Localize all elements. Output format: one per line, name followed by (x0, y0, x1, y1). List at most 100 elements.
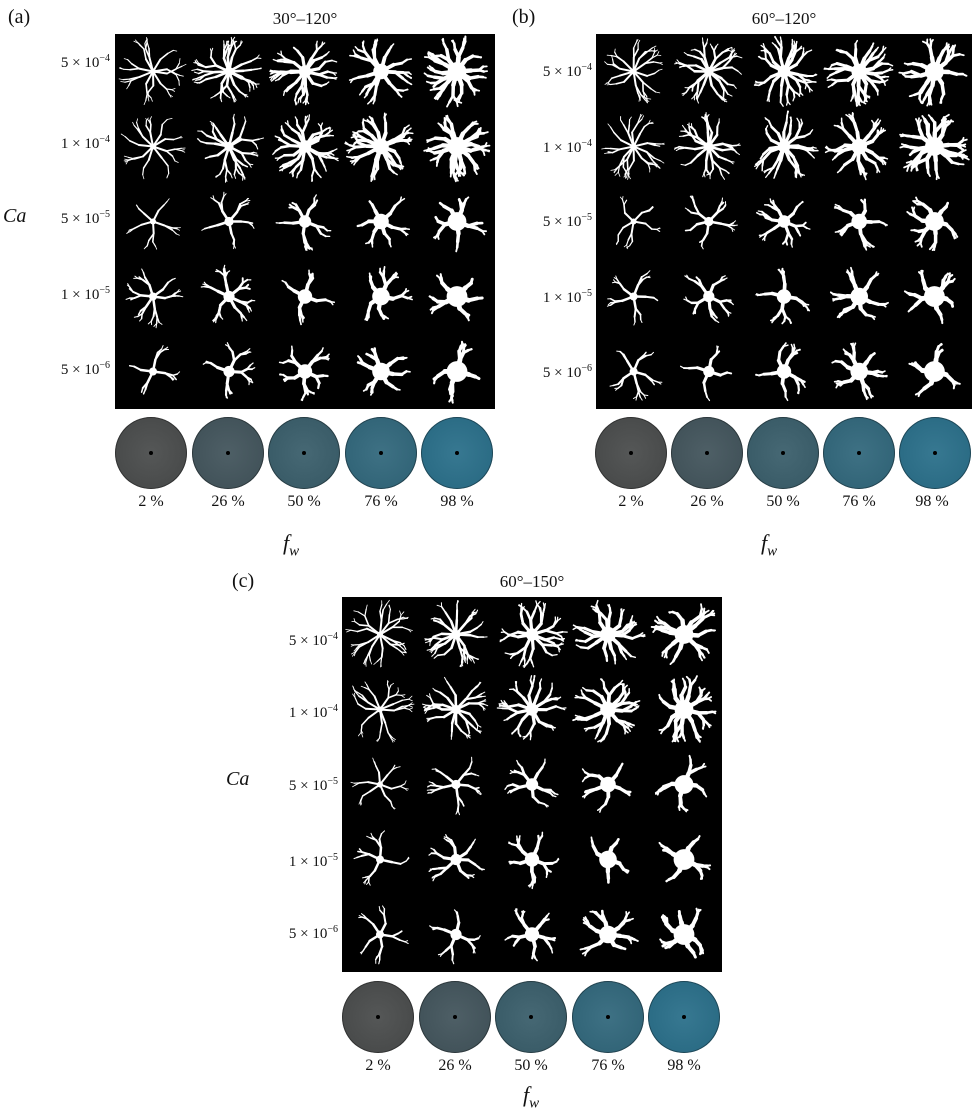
displacement-pattern (272, 114, 339, 182)
ca-mantissa: 1 × 10 (60, 287, 100, 303)
displacement-pattern (422, 676, 489, 740)
injection-point-icon (629, 451, 633, 455)
fw-tick-label: 98 % (667, 1057, 701, 1074)
displacement-pattern (128, 345, 181, 395)
displacement-pattern (196, 113, 264, 183)
displacement-pattern (429, 909, 481, 965)
ca-value: 5 × 10−5 (24, 209, 110, 228)
injection-point-icon (302, 451, 306, 455)
fw-tick-label: 26 % (690, 493, 724, 510)
displacement-pattern (356, 196, 411, 248)
displacement-pattern (658, 835, 712, 883)
fw-tick-label: 2 % (365, 1057, 391, 1074)
injection-point-icon (226, 451, 230, 455)
ca-value: 1 × 10−5 (504, 288, 592, 307)
displacement-pattern (609, 350, 663, 401)
ca-mantissa: 1 × 10 (288, 854, 328, 870)
pattern-grid (342, 597, 722, 972)
fw-tick-label: 50 % (766, 493, 800, 510)
fw-tick-label: 76 % (591, 1057, 625, 1074)
ca-exponent: −6 (327, 924, 338, 935)
ca-mantissa: 1 × 10 (60, 136, 100, 152)
ca-exponent: −4 (99, 134, 110, 145)
displacement-pattern (508, 831, 560, 890)
fw-tick-label: 98 % (440, 493, 474, 510)
fw-tick-label: 98 % (915, 493, 949, 510)
ca-mantissa: 5 × 10 (60, 362, 100, 378)
displacement-pattern (345, 599, 413, 668)
fw-subscript: w (767, 543, 778, 560)
pattern-grid (596, 34, 972, 409)
displacement-pattern (348, 38, 413, 105)
displacement-pattern (658, 675, 717, 743)
injection-point-icon (705, 451, 709, 455)
wettability-disk (345, 417, 417, 489)
displacement-pattern (590, 836, 630, 884)
wettability-disk (342, 981, 414, 1053)
fw-symbol: f (523, 1082, 530, 1107)
displacement-pattern (753, 35, 818, 107)
fw-tick-label: 26 % (211, 493, 245, 510)
displacement-pattern (754, 110, 819, 179)
displacement-pattern (755, 342, 806, 402)
ca-exponent: −6 (99, 360, 110, 371)
displacement-pattern (432, 340, 481, 404)
displacement-pattern (118, 37, 187, 105)
ca-value: 1 × 10−4 (250, 703, 338, 722)
panel-label: (b) (512, 6, 536, 28)
fw-tick-label: 50 % (514, 1057, 548, 1074)
displacement-patterns (601, 35, 970, 402)
displacement-pattern (823, 39, 894, 107)
displacement-pattern (126, 198, 181, 250)
displacement-pattern (191, 36, 262, 103)
wettability-disk (747, 417, 819, 489)
displacement-pattern (683, 274, 734, 323)
wettability-disk (115, 417, 187, 489)
displacement-pattern (755, 267, 811, 325)
ca-exponent: −4 (327, 703, 338, 714)
displacement-pattern (504, 908, 557, 962)
injection-point-icon (455, 451, 459, 455)
ca-mantissa: 5 × 10 (60, 55, 100, 71)
panel-label: (c) (232, 570, 255, 592)
displacement-pattern (824, 111, 889, 181)
ca-mantissa: 5 × 10 (288, 778, 328, 794)
fw-axis-label: fw (283, 530, 299, 560)
ca-exponent: −4 (327, 631, 338, 642)
injection-point-icon (149, 451, 153, 455)
displacement-pattern (899, 113, 970, 181)
displacement-pattern (201, 191, 255, 250)
wettability-disk (671, 417, 743, 489)
fw-axis-label: fw (523, 1082, 539, 1112)
panel-title: 60°–120° (751, 9, 817, 28)
fw-tick-label: 50 % (287, 493, 321, 510)
ca-value: 5 × 10−5 (504, 212, 592, 231)
injection-point-icon (379, 451, 383, 455)
fw-tick-label: 2 % (138, 493, 164, 510)
displacement-pattern (423, 35, 489, 108)
displacement-pattern (428, 834, 485, 882)
displacement-pattern (572, 599, 646, 665)
displacement-pattern (833, 198, 888, 251)
displacement-pattern (906, 196, 959, 252)
displacement-pattern (269, 40, 338, 106)
ca-value: 1 × 10−4 (504, 138, 592, 157)
wettability-disk (899, 417, 971, 489)
displacement-pattern (125, 268, 184, 329)
ca-exponent: −5 (581, 288, 592, 299)
displacement-pattern (432, 196, 488, 253)
displacement-pattern (615, 195, 661, 250)
ca-exponent: −5 (327, 852, 338, 863)
ca-mantissa: 5 × 10 (542, 64, 582, 80)
ca-exponent: −4 (581, 138, 592, 149)
panel-title: 60°–150° (499, 572, 565, 591)
ca-value: 5 × 10−4 (504, 62, 592, 81)
displacement-pattern (908, 342, 961, 398)
injection-point-icon (682, 1015, 686, 1019)
ca-value: 5 × 10−6 (504, 363, 592, 382)
fw-symbol: f (283, 530, 290, 555)
wettability-disk (823, 417, 895, 489)
ca-value: 5 × 10−4 (24, 53, 110, 72)
ca-exponent: −5 (327, 776, 338, 787)
displacement-pattern (684, 195, 738, 250)
